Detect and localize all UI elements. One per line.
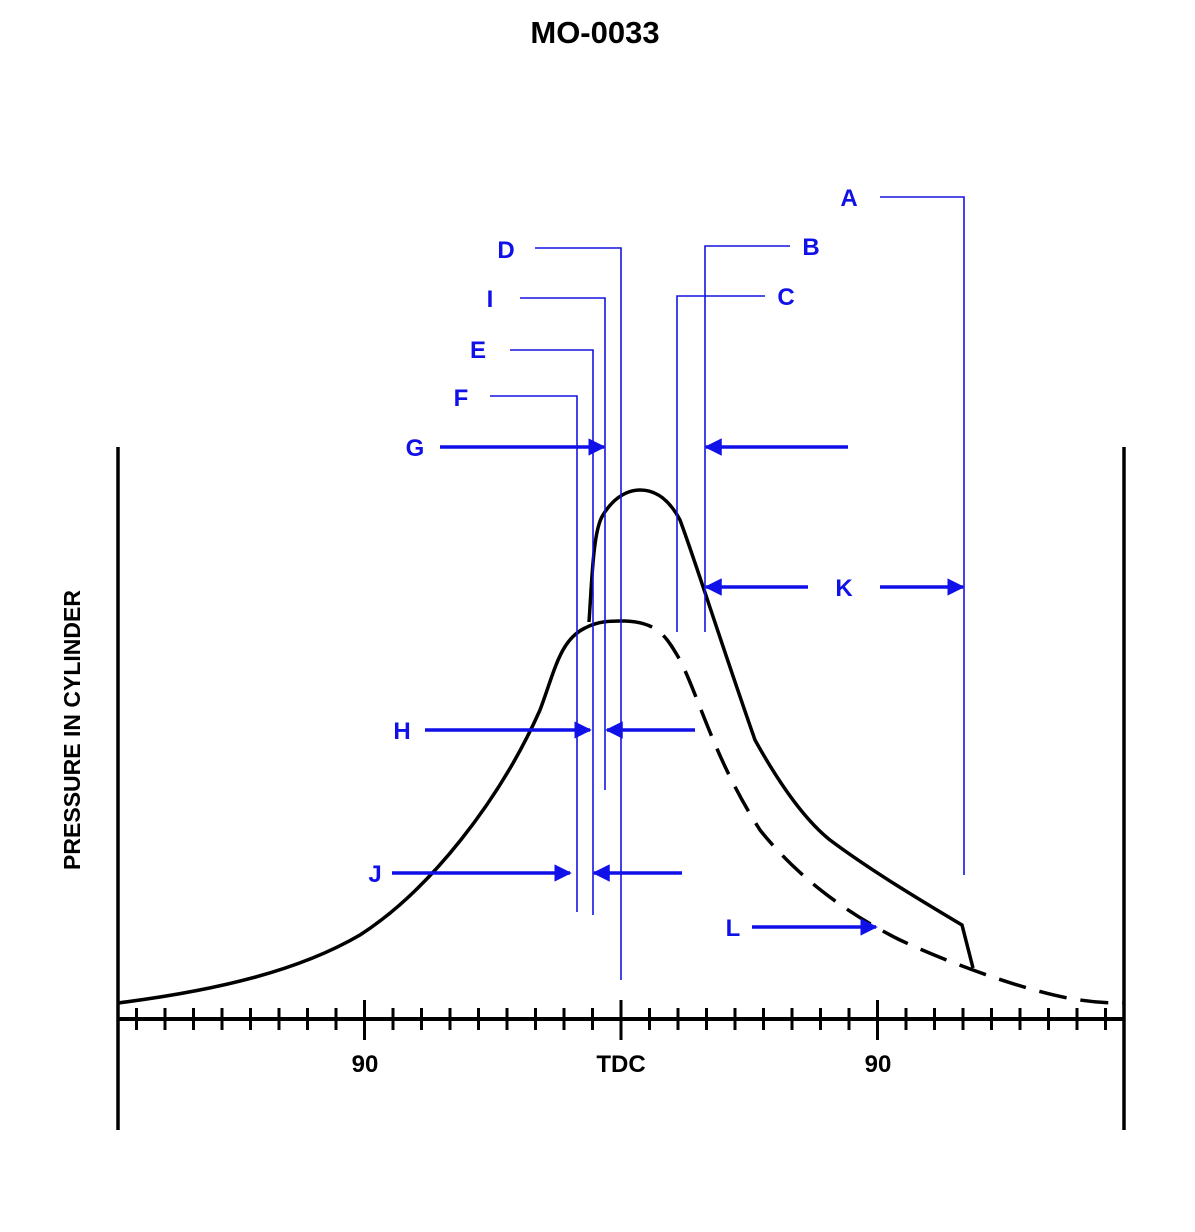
compression-curve bbox=[117, 619, 626, 1005]
label-f: F bbox=[454, 385, 469, 412]
motoring-curve-dashed bbox=[624, 619, 1125, 1005]
axis-label-90-before: 90 bbox=[352, 1051, 379, 1078]
label-l: L bbox=[726, 915, 741, 942]
leader-c bbox=[676, 295, 765, 632]
y-axis-label: PRESSURE IN CYLINDER bbox=[59, 590, 85, 870]
leader-a bbox=[880, 196, 965, 875]
label-c: C bbox=[777, 284, 794, 311]
label-b: B bbox=[802, 234, 819, 261]
label-j: J bbox=[368, 861, 381, 888]
label-e: E bbox=[470, 337, 486, 364]
label-d: D bbox=[497, 237, 514, 264]
axis-label-tdc: TDC bbox=[596, 1051, 645, 1078]
label-k: K bbox=[835, 575, 853, 602]
label-a: A bbox=[840, 185, 857, 212]
leader-b bbox=[704, 245, 790, 632]
leader-i bbox=[520, 297, 606, 790]
label-g: G bbox=[406, 435, 425, 462]
leader-d bbox=[535, 247, 622, 980]
axis-label-90-after: 90 bbox=[865, 1051, 892, 1078]
axis-ticks bbox=[135, 1000, 1107, 1040]
firing-curve bbox=[587, 488, 975, 969]
diagram-title: MO-0033 bbox=[530, 15, 659, 50]
label-h: H bbox=[393, 718, 410, 745]
label-i: I bbox=[487, 286, 494, 313]
leader-e bbox=[510, 349, 594, 915]
leader-f bbox=[490, 395, 578, 912]
